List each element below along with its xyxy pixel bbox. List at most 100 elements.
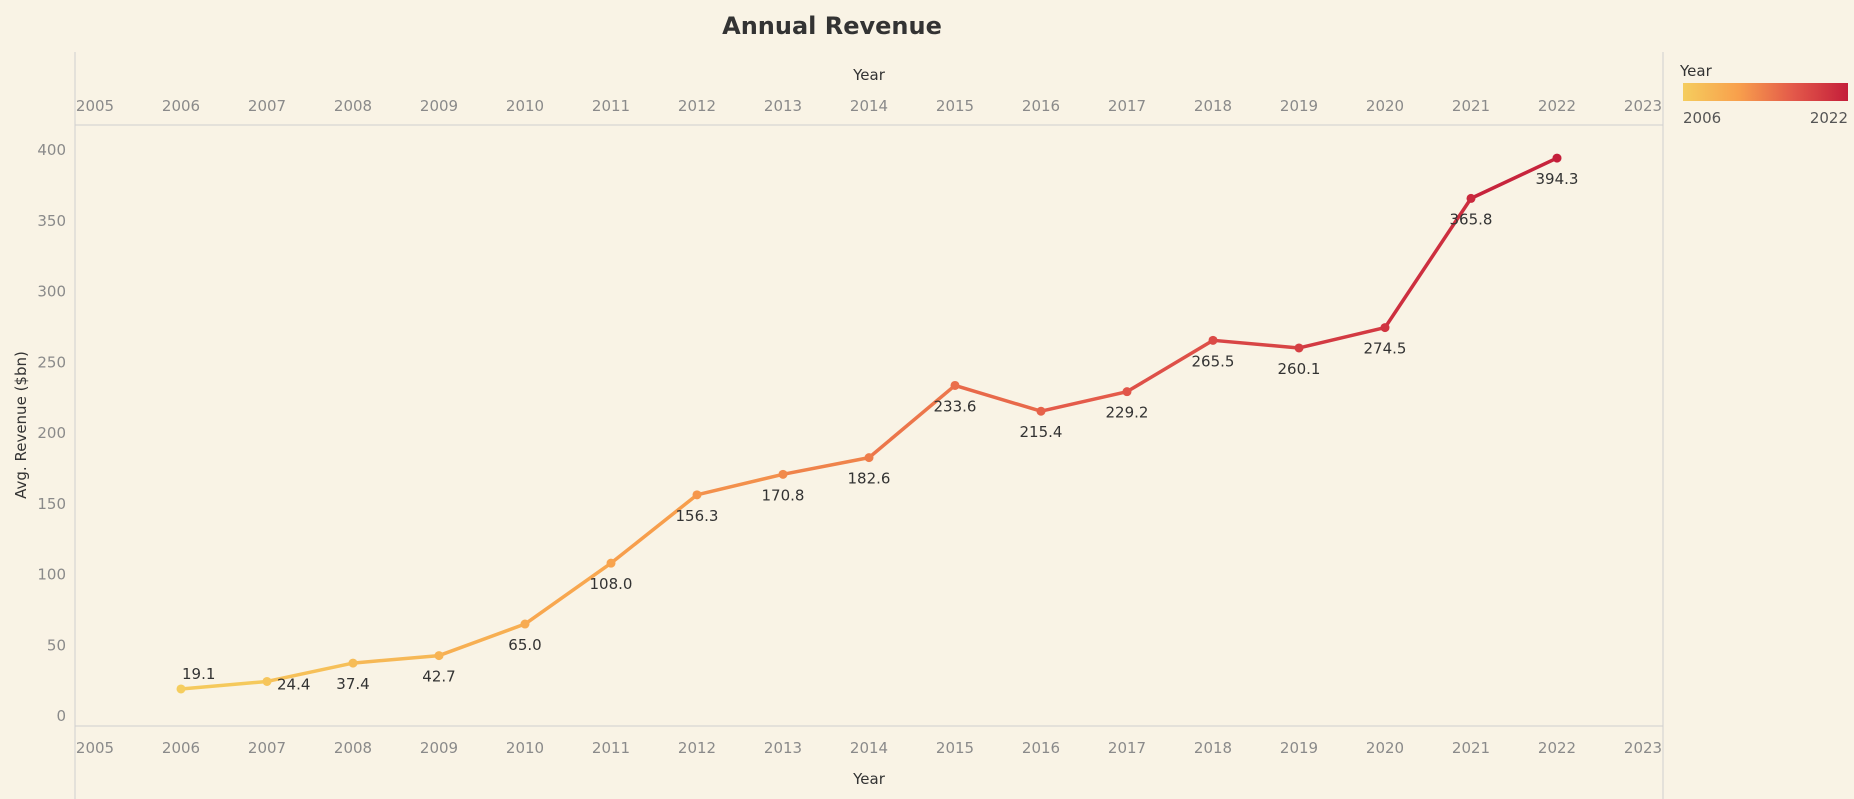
data-label: 265.5: [1192, 352, 1235, 370]
color-legend: Year 2006 2022: [1679, 62, 1848, 127]
line-segment: [1125, 338, 1215, 394]
x-tick-bottom: 2013: [764, 739, 802, 757]
data-point: [434, 651, 444, 661]
x-tick-top: 2005: [76, 97, 114, 115]
x-tick-top: 2019: [1280, 97, 1318, 115]
x-tick-top: 2023: [1624, 97, 1662, 115]
y-axis-title: Avg. Revenue ($bn): [12, 351, 30, 499]
x-axis-bottom: 2005 2006 2007 2008 2009 2010 2011 2012 2013 2014…: [76, 739, 1662, 757]
x-axis-title-top: Year: [852, 66, 886, 84]
x-tick-top: 2006: [162, 97, 200, 115]
data-point: [1294, 343, 1304, 353]
data-point: [1466, 193, 1476, 203]
x-tick-bottom: 2022: [1538, 739, 1576, 757]
x-tick-top: 2015: [936, 97, 974, 115]
x-tick-top: 2008: [334, 97, 372, 115]
x-axis-top: 2005 2006 2007 2008 2009 2010 2011 2012 2013 2014…: [76, 97, 1662, 115]
y-tick: 300: [37, 283, 66, 301]
y-tick: 150: [37, 495, 66, 513]
data-label: 233.6: [934, 397, 977, 415]
x-tick-bottom: 2008: [334, 739, 372, 757]
x-tick-top: 2013: [764, 97, 802, 115]
x-tick-top: 2022: [1538, 97, 1576, 115]
x-tick-bottom: 2018: [1194, 739, 1232, 757]
data-point: [262, 676, 272, 686]
x-tick-bottom: 2017: [1108, 739, 1146, 757]
y-tick: 100: [37, 566, 66, 584]
line-segment: [1211, 338, 1301, 350]
x-tick-top: 2011: [592, 97, 630, 115]
data-label: 19.1: [182, 665, 215, 683]
line-segment: [351, 653, 441, 665]
revenue-labels: 19.1 24.4 37.4 42.7 65.0 108.0 156.3 170.8 182.6…: [182, 170, 1578, 693]
x-tick-top: 2012: [678, 97, 716, 115]
line-segment: [1297, 325, 1387, 350]
data-label: 42.7: [422, 668, 455, 686]
x-tick-bottom: 2006: [162, 739, 200, 757]
data-label: 170.8: [762, 486, 805, 504]
x-tick-bottom: 2010: [506, 739, 544, 757]
x-tick-bottom: 2015: [936, 739, 974, 757]
legend-title: Year: [1679, 62, 1713, 80]
x-tick-top: 2016: [1022, 97, 1060, 115]
x-tick-top: 2021: [1452, 97, 1490, 115]
legend-max-label: 2022: [1810, 109, 1848, 127]
data-label: 108.0: [590, 575, 633, 593]
line-segment: [1383, 196, 1473, 330]
line-segment: [437, 622, 527, 658]
data-point: [778, 469, 788, 479]
line-segment: [867, 383, 957, 460]
x-tick-bottom: 2011: [592, 739, 630, 757]
y-tick: 0: [56, 707, 66, 725]
data-label: 24.4: [277, 675, 310, 693]
data-label: 260.1: [1278, 360, 1321, 378]
legend-min-label: 2006: [1683, 109, 1721, 127]
data-point: [1552, 153, 1562, 163]
legend-color-ramp: [1683, 83, 1848, 101]
data-label: 229.2: [1106, 404, 1149, 422]
revenue-points: [176, 153, 1562, 694]
x-tick-top: 2018: [1194, 97, 1232, 115]
data-point: [520, 619, 530, 629]
y-tick: 250: [37, 353, 66, 371]
data-label: 182.6: [848, 470, 891, 488]
data-point: [606, 558, 616, 568]
data-label: 394.3: [1536, 170, 1579, 188]
data-point: [1380, 323, 1390, 333]
data-point: [348, 658, 358, 668]
data-point: [950, 380, 960, 390]
y-tick: 400: [37, 141, 66, 159]
data-point: [1036, 406, 1046, 416]
data-point: [864, 453, 874, 463]
x-tick-bottom: 2020: [1366, 739, 1404, 757]
data-label: 156.3: [676, 507, 719, 525]
line-segment: [781, 455, 871, 477]
x-tick-bottom: 2016: [1022, 739, 1060, 757]
data-label: 365.8: [1450, 210, 1493, 228]
line-segment: [953, 383, 1043, 413]
data-label: 37.4: [336, 675, 369, 693]
x-tick-bottom: 2014: [850, 739, 888, 757]
line-segment: [523, 561, 613, 626]
y-tick: 350: [37, 212, 66, 230]
line-segment: [1039, 389, 1129, 413]
x-tick-bottom: 2021: [1452, 739, 1490, 757]
y-axis: 0 50 100 150 200 250 300 350 400: [37, 141, 66, 725]
data-label: 215.4: [1020, 423, 1063, 441]
x-tick-bottom: 2005: [76, 739, 114, 757]
data-point: [1208, 335, 1218, 345]
x-tick-top: 2010: [506, 97, 544, 115]
x-tick-top: 2007: [248, 97, 286, 115]
y-tick: 200: [37, 424, 66, 442]
data-point: [176, 684, 186, 694]
line-segment: [265, 661, 355, 684]
data-point: [692, 490, 702, 500]
x-tick-top: 2009: [420, 97, 458, 115]
data-label: 274.5: [1364, 340, 1407, 358]
y-tick: 50: [47, 636, 66, 654]
x-tick-top: 2017: [1108, 97, 1146, 115]
line-segment: [1469, 156, 1559, 201]
chart-title: Annual Revenue: [722, 12, 942, 40]
data-point: [1122, 387, 1132, 397]
